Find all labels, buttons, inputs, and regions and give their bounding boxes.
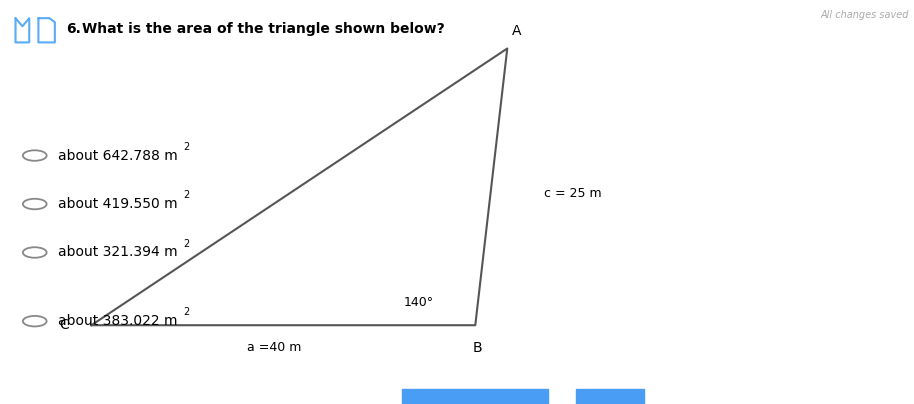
Text: 2: 2 — [184, 142, 190, 152]
Text: A: A — [512, 24, 521, 38]
Text: a =40 m: a =40 m — [247, 341, 302, 354]
Text: B: B — [473, 341, 482, 356]
Text: about 419.550 m: about 419.550 m — [58, 197, 177, 211]
Text: C: C — [58, 318, 69, 332]
Bar — [402, 389, 548, 404]
Text: about 642.788 m: about 642.788 m — [58, 149, 177, 162]
Text: about 383.022 m: about 383.022 m — [58, 314, 177, 328]
Bar — [576, 389, 644, 404]
Text: 2: 2 — [184, 190, 190, 200]
Text: 2: 2 — [184, 307, 190, 317]
Text: All changes saved: All changes saved — [821, 10, 909, 20]
Text: 2: 2 — [184, 239, 190, 248]
Text: 140°: 140° — [404, 296, 434, 309]
Text: about 321.394 m: about 321.394 m — [58, 246, 177, 259]
Text: c = 25 m: c = 25 m — [544, 187, 601, 200]
Text: 6.: 6. — [66, 22, 80, 36]
Text: What is the area of the triangle shown below?: What is the area of the triangle shown b… — [82, 22, 445, 36]
